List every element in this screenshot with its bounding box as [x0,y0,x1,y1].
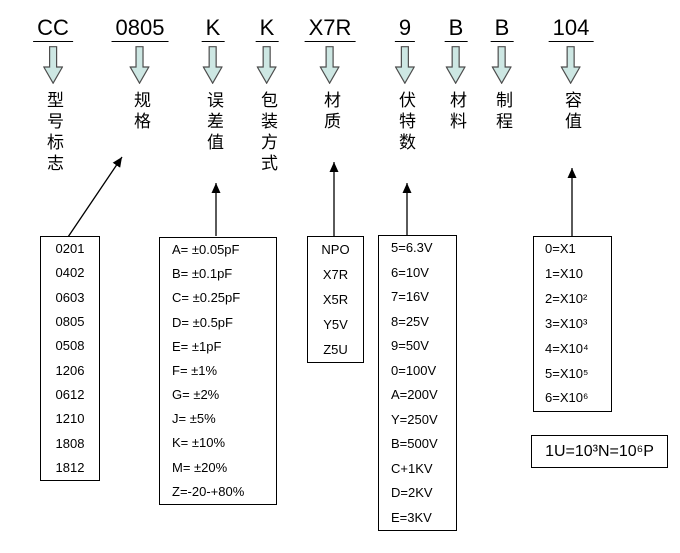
code-segment: CC 型号标志 [33,16,73,175]
table-row: D= ±0.5pF [172,314,233,330]
code-text: B [444,16,468,42]
down-arrow-icon [561,46,581,84]
table-row: 5=X10⁵ [545,365,589,381]
table-row: E= ±1pF [172,338,222,354]
table-row: 1808 [55,435,85,451]
segment-meaning-label: 误差值 [204,91,223,154]
size-codes-table: 0201 0402 0603 0805 0508 1206 0612 1210 1808 1812 [40,236,100,481]
code-text: B [490,16,514,42]
table-row: 0805 [55,314,85,330]
table-row: X5R [322,291,349,307]
down-arrow-icon [319,46,340,84]
down-arrow-shape [43,46,63,84]
table-row: X7R [322,266,349,282]
segment-meaning-label: 规格 [130,91,150,133]
voltage-codes-table: 5=6.3V 6=10V 7=16V 8=25V 9=50V 0=100V A=200V Y=… [378,235,457,531]
code-segment: K 误差值 [201,16,225,154]
code-segment: X7R 材质 [304,16,356,133]
code-segment: 9 伏特数 [394,16,416,154]
table-row: 2=X10² [545,291,588,307]
table-row: A= ±0.05pF [172,242,240,258]
down-arrow-icon [395,46,415,84]
table-row: Z=-20-+80% [172,483,245,499]
segment-meaning-label: 制程 [493,91,512,133]
table-row: 9=50V [391,338,429,354]
table-row: 7=16V [391,289,429,305]
table-row: Z5U [323,341,348,357]
down-arrow-icon [129,46,150,84]
code-segment: 0805 规格 [111,16,169,133]
down-arrow-icon [43,46,63,84]
down-arrow-icon [492,46,512,84]
table-row: K= ±10% [172,435,226,451]
table-row: 5=6.3V [391,240,433,256]
segment-meaning-label: 伏特数 [396,91,415,154]
table-row: Y5V [323,316,348,332]
dielectric-codes-table: NPO X7R X5R Y5V Z5U [307,236,364,363]
segment-meaning-label: 材质 [320,91,340,133]
code-segment: B 制程 [490,16,514,133]
down-arrow-shape [395,46,415,84]
code-text: K [255,16,279,42]
code-segment: 104 容值 [548,16,594,133]
segment-meaning-label: 型号标志 [44,91,63,175]
table-row: 8=25V [391,313,429,329]
table-row: 6=X10⁶ [545,390,589,406]
down-arrow-shape [561,46,581,84]
table-row: 0201 [55,241,85,257]
table-row: Y=250V [391,411,438,427]
arrow-line-size-to-spec [67,156,123,238]
down-arrow-shape [129,46,150,84]
table-row: M= ±20% [172,459,228,475]
down-arrow-shape [492,46,512,84]
table-row: 3=X10³ [545,315,588,331]
table-row: NPO [321,241,350,257]
segment-meaning-label: 材料 [447,91,466,133]
code-segment: K 包装方式 [255,16,279,175]
code-text: K [201,16,225,42]
down-arrow-icon [446,46,466,84]
code-text: CC [33,16,73,42]
table-row: B= ±0.1pF [172,266,233,282]
table-row: G= ±2% [172,387,220,403]
down-arrow-icon [203,46,223,84]
table-row: 0=X1 [545,241,576,257]
table-row: 0=100V [391,362,437,378]
table-row: E=3KV [391,509,432,525]
table-row: C+1KV [391,460,433,476]
code-text: 9 [394,16,416,42]
unit-conversion-note: 1U=10³N=10⁶P [531,435,668,468]
table-row: 0612 [55,386,85,402]
segment-meaning-label: 容值 [562,91,581,133]
down-arrow-shape [446,46,466,84]
multiplier-codes-table: 0=X1 1=X10 2=X10² 3=X10³ 4=X10⁴ 5=X10⁵ 6=X10⁶ [533,236,612,412]
table-row: B=500V [391,436,438,452]
table-row: 1210 [55,411,85,427]
table-row: 1=X10 [545,266,583,282]
table-row: A=200V [391,387,438,403]
down-arrow-shape [203,46,223,84]
table-row: 0508 [55,338,85,354]
code-segment: B 材料 [444,16,468,133]
segment-meaning-label: 包装方式 [258,91,277,175]
code-text: 0805 [111,16,169,42]
table-row: F= ±1% [172,362,218,378]
table-row: 1206 [55,362,85,378]
unit-conversion-text: 1U=10³N=10⁶P [545,442,654,460]
down-arrow-icon [257,46,277,84]
table-row: 0603 [55,289,85,305]
table-row: D=2KV [391,485,433,501]
table-row: 0402 [55,265,85,281]
tolerance-codes-table: A= ±0.05pF B= ±0.1pF C= ±0.25pF D= ±0.5pF E=… [159,237,277,505]
table-row: 1812 [55,459,85,475]
code-text: X7R [304,16,356,42]
down-arrow-shape [319,46,340,84]
table-row: 6=10V [391,264,429,280]
table-row: C= ±0.25pF [172,290,241,306]
table-row: J= ±5% [172,411,216,427]
table-row: 4=X10⁴ [545,340,589,356]
code-text: 104 [548,16,594,42]
down-arrow-shape [257,46,277,84]
